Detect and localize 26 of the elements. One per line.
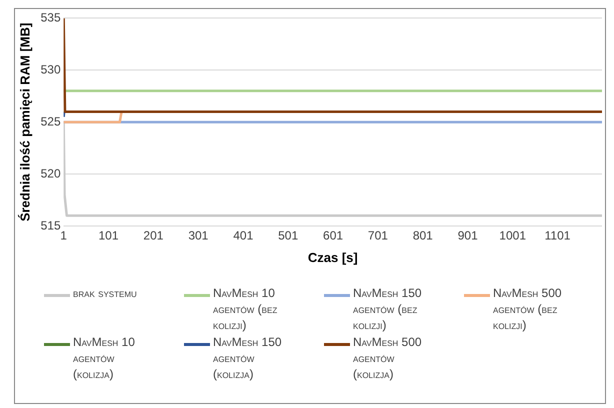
y-tick-label: 520 xyxy=(40,166,61,180)
x-tick-label: 1 xyxy=(60,228,68,243)
legend-label: NavMesh 500 agentów (bez kolizji) xyxy=(493,285,563,333)
x-tick-label: 1101 xyxy=(544,228,571,243)
x-tick-label: 701 xyxy=(368,228,388,243)
y-axis-title: Średnia ilość pamięci RAM [MB] xyxy=(17,22,32,222)
legend-label: NavMesh 150 agentów (kolizja) xyxy=(213,334,283,382)
legend-label: NavMesh 10 agentów (kolizja) xyxy=(73,334,136,382)
legend-label: NavMesh 500 agentów (kolizja) xyxy=(353,334,423,382)
x-tick-label: 501 xyxy=(278,228,298,243)
x-tick-label: 801 xyxy=(412,228,434,243)
y-tick-label: 530 xyxy=(40,62,61,76)
x-axis-title: Czas [s] xyxy=(308,250,358,265)
x-tick-label: 901 xyxy=(458,228,478,243)
y-tick-label: 525 xyxy=(40,114,61,128)
x-tick-label: 301 xyxy=(188,228,209,243)
y-tick-label: 515 xyxy=(40,218,61,232)
x-tick-label: 601 xyxy=(323,228,344,243)
legend-label: NavMesh 10 agentów (bez kolizji) xyxy=(213,285,278,333)
x-tick-label: 401 xyxy=(233,228,254,243)
x-tick-label: 101 xyxy=(98,228,119,243)
legend-label: NavMesh 150 agentów (bez kolizji) xyxy=(353,285,423,333)
y-tick-label: 535 xyxy=(40,10,61,25)
x-tick-label: 1001 xyxy=(499,228,526,243)
x-tick-label: 201 xyxy=(143,228,164,243)
legend-label: brak systemu xyxy=(73,285,138,301)
